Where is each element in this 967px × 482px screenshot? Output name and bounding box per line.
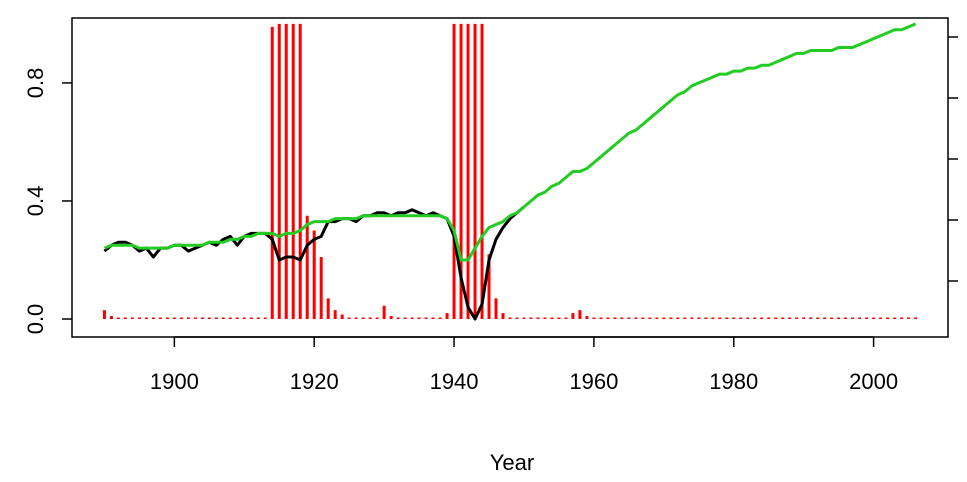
x-tick-label: 1960 — [569, 369, 618, 394]
y-tick-label: 0.8 — [23, 68, 48, 99]
x-tick-label: 1940 — [430, 369, 479, 394]
line — [103, 22, 917, 262]
x-tick-label: 1900 — [150, 369, 199, 394]
x-tick-label: 1980 — [709, 369, 758, 394]
x-tick-label: 2000 — [849, 369, 898, 394]
right-axis-ticks — [948, 36, 958, 282]
plot-frame — [71, 17, 949, 338]
y-tick-label: 0.0 — [23, 304, 48, 335]
x-axis-label: Year — [490, 450, 534, 475]
y-tick-label: 0.4 — [23, 186, 48, 217]
x-tick-label: 1920 — [290, 369, 339, 394]
